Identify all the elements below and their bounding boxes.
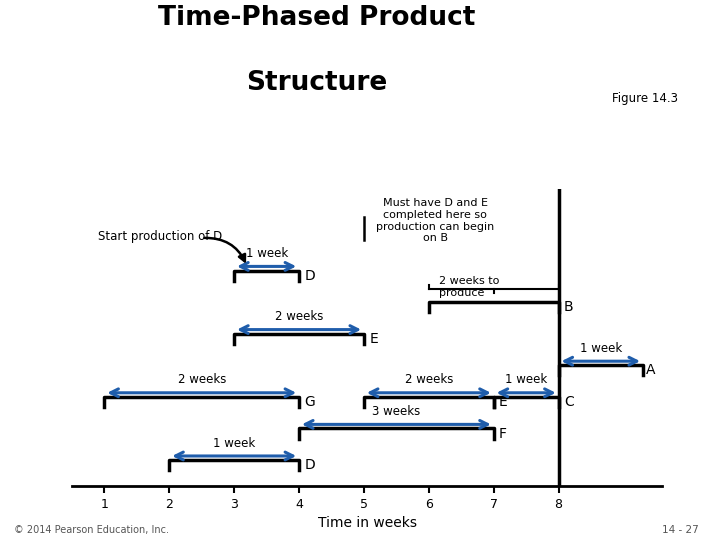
Text: Start production of D: Start production of D — [98, 230, 222, 243]
Text: Structure: Structure — [246, 70, 387, 96]
Text: E: E — [369, 332, 378, 346]
Text: G: G — [305, 395, 315, 409]
Text: 3 weeks: 3 weeks — [372, 405, 420, 418]
Text: E: E — [499, 395, 508, 409]
Text: 2 weeks: 2 weeks — [275, 310, 323, 323]
Text: 1 week: 1 week — [505, 374, 547, 387]
Text: 1 week: 1 week — [246, 247, 288, 260]
X-axis label: Time in weeks: Time in weeks — [318, 516, 417, 530]
Text: B: B — [564, 300, 573, 314]
Text: 2 weeks to
produce: 2 weeks to produce — [438, 276, 499, 298]
Text: Time-Phased Product: Time-Phased Product — [158, 5, 475, 31]
Text: D: D — [305, 268, 315, 282]
Text: 1 week: 1 week — [580, 342, 622, 355]
Text: 2 weeks: 2 weeks — [405, 374, 453, 387]
Text: D: D — [305, 458, 315, 472]
Text: 2 weeks: 2 weeks — [178, 374, 226, 387]
Text: F: F — [499, 427, 507, 441]
Text: C: C — [564, 395, 574, 409]
Text: Figure 14.3: Figure 14.3 — [612, 92, 678, 105]
Text: 1 week: 1 week — [213, 437, 256, 450]
Text: Must have D and E
completed here so
production can begin
on B: Must have D and E completed here so prod… — [376, 199, 495, 244]
Text: A: A — [646, 363, 656, 377]
Text: © 2014 Pearson Education, Inc.: © 2014 Pearson Education, Inc. — [14, 524, 169, 535]
Text: 14 - 27: 14 - 27 — [662, 524, 698, 535]
